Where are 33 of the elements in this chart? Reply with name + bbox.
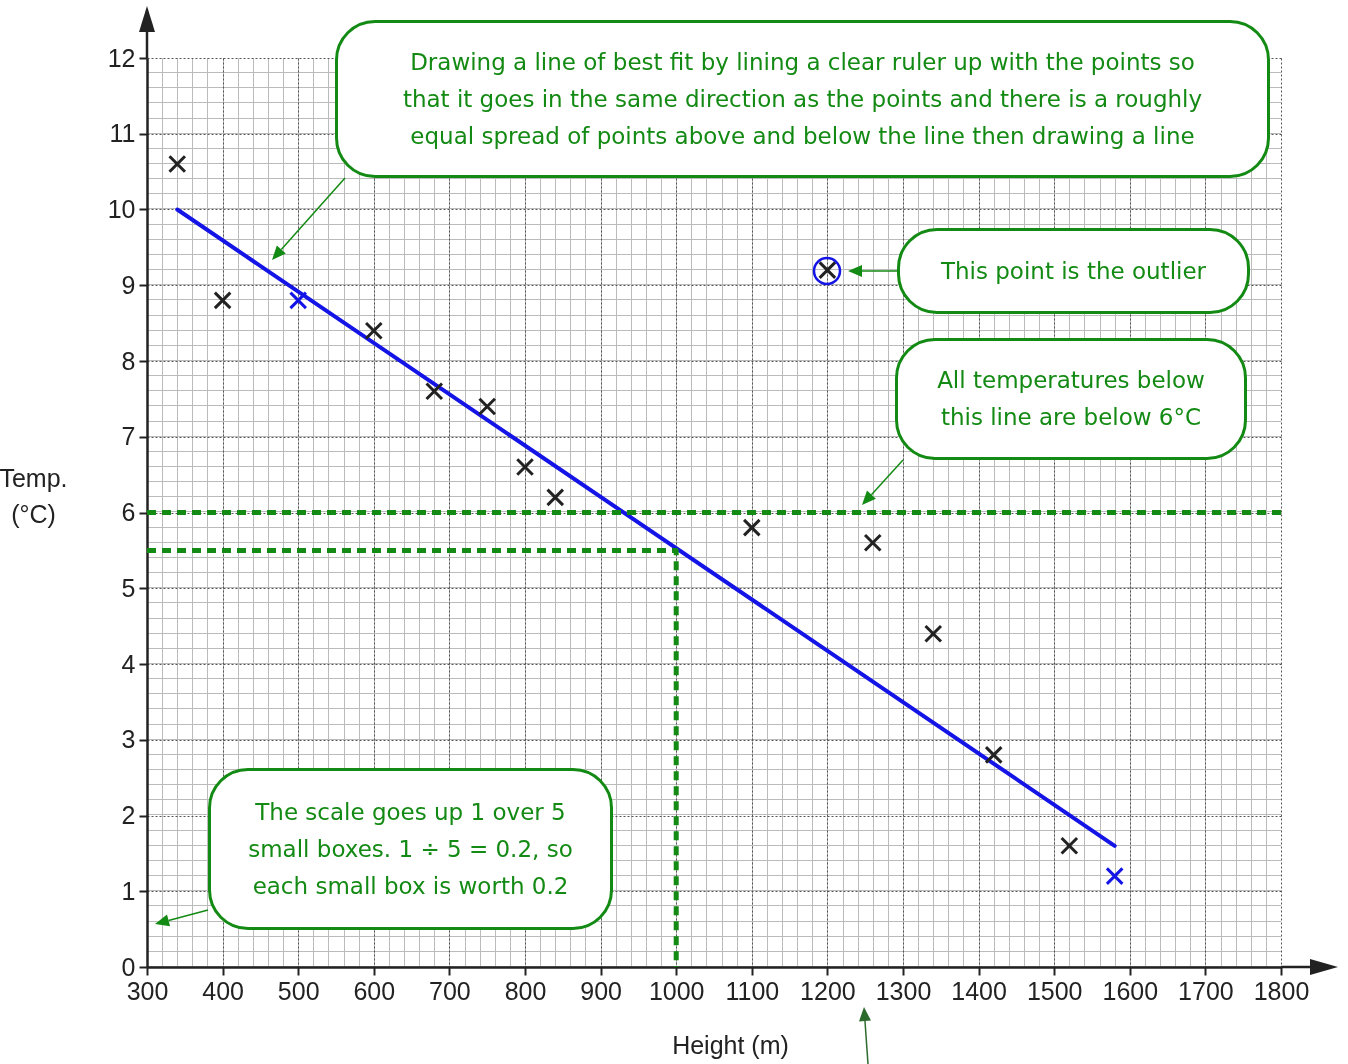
x-tick-label: 1500 bbox=[1026, 976, 1083, 1005]
x-tick-label: 1100 bbox=[725, 976, 780, 1005]
x-tick-label: 1300 bbox=[875, 976, 932, 1005]
x-tick-label: 1800 bbox=[1253, 976, 1310, 1005]
x-tick-label: 1200 bbox=[800, 976, 856, 1005]
y-tick-label: 9 bbox=[121, 270, 136, 299]
speech-cloud: Drawing a line of best fit by lining a clear ruler up with the points so that it goes in the same direction as the points and there is a roughly equal spread of points above and below the line then drawing a line bbox=[335, 20, 1270, 178]
x-axis-title: Height (m) bbox=[672, 1030, 789, 1059]
y-axis-title: Temp. (°C) bbox=[0, 463, 68, 528]
y-tick-label: 6 bbox=[121, 498, 136, 526]
y-tick-label: 7 bbox=[121, 422, 136, 451]
y-tick-label: 5 bbox=[121, 573, 136, 602]
speech-cloud: The scale goes up 1 over 5 small boxes. 1 ÷ 5 = 0.2, so each small box is worth 0.2 bbox=[208, 768, 613, 930]
y-tick-label: 1 bbox=[121, 876, 136, 905]
x-tick-label: 900 bbox=[580, 976, 622, 1005]
y-tick-label: 12 bbox=[107, 43, 136, 72]
y-tick-label: 10 bbox=[107, 195, 136, 223]
x-tick-label: 600 bbox=[353, 976, 396, 1005]
x-tick-label: 1700 bbox=[1178, 976, 1234, 1005]
x-tick-label: 1000 bbox=[648, 976, 705, 1005]
x-tick-label: 1600 bbox=[1102, 976, 1159, 1005]
x-tick-label: 500 bbox=[277, 976, 320, 1005]
x-tick-label: 800 bbox=[504, 976, 547, 1005]
x-tick-label: 400 bbox=[202, 976, 244, 1005]
x-tick-label: 700 bbox=[429, 976, 471, 1005]
x-tick-label: 1400 bbox=[951, 976, 1007, 1005]
y-tick-label: 8 bbox=[121, 346, 136, 375]
y-tick-label: 2 bbox=[121, 801, 136, 829]
y-tick-label: 4 bbox=[121, 649, 136, 678]
y-tick-label: 11 bbox=[109, 119, 136, 148]
y-tick-label: 3 bbox=[121, 725, 136, 754]
speech-cloud: This point is the outlier bbox=[897, 228, 1250, 314]
speech-cloud: All temperatures below this line are below 6°C bbox=[895, 338, 1247, 460]
